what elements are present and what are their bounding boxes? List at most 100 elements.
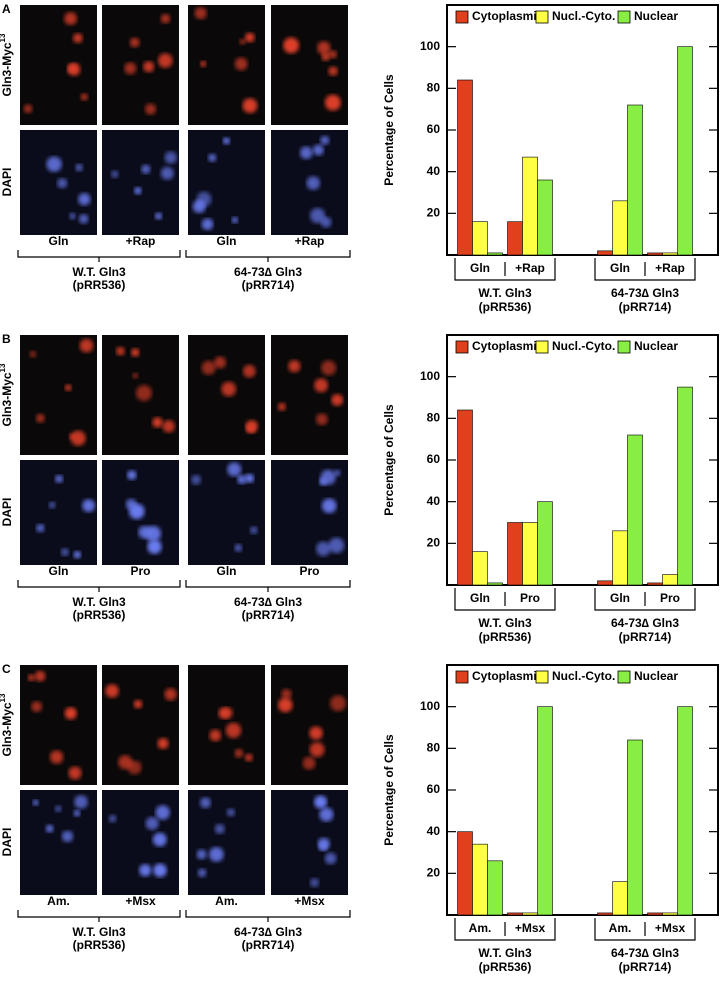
row-label: DAPI <box>0 168 14 197</box>
legend-swatch <box>617 340 631 354</box>
cell <box>244 753 253 762</box>
cell <box>64 384 72 392</box>
bar <box>612 200 628 256</box>
group-plasmid: (pRR714) <box>619 300 672 314</box>
group-plasmid: (pRR714) <box>619 630 672 644</box>
bar <box>647 912 663 916</box>
condition-label: +Rap <box>295 234 325 248</box>
bar <box>487 252 503 256</box>
cell <box>239 38 246 45</box>
bar <box>597 250 613 256</box>
bar <box>522 912 538 916</box>
group-label: W.T. Gln3 <box>72 265 126 279</box>
cell <box>80 93 88 101</box>
cell <box>278 697 293 713</box>
bracket <box>185 910 351 922</box>
condition-label: Pro <box>299 564 319 578</box>
bar <box>487 582 503 586</box>
cell <box>152 417 163 428</box>
x-tick-label: +Rap <box>655 261 685 275</box>
cell <box>132 372 139 379</box>
cell <box>153 863 167 878</box>
legend-label: Nucl.-Cyto. <box>552 9 615 23</box>
cell <box>105 684 119 698</box>
group-label: 64-73∆ Gln3 <box>234 595 302 609</box>
group-plasmid: (pRR714) <box>242 608 295 622</box>
cell <box>306 176 321 190</box>
bar <box>627 104 643 256</box>
cell <box>145 525 161 542</box>
cell <box>160 166 174 180</box>
cell <box>191 474 202 485</box>
cell <box>72 33 83 44</box>
bar <box>677 46 693 256</box>
cell <box>61 830 74 843</box>
cell <box>35 413 45 423</box>
cell <box>302 756 316 770</box>
cell <box>242 98 258 114</box>
bar <box>507 221 523 256</box>
legend-swatch <box>617 670 631 684</box>
cell <box>57 178 68 189</box>
cell <box>242 364 256 378</box>
cell <box>214 823 225 834</box>
y-tick-label: 80 <box>427 741 441 755</box>
y-tick-label: 60 <box>427 122 441 136</box>
cell <box>283 37 300 54</box>
cell <box>320 135 330 145</box>
condition-label: Gln <box>217 234 237 248</box>
cell <box>131 348 140 357</box>
cell <box>319 478 327 486</box>
condition-label: Gln <box>49 234 69 248</box>
y-tick-label: 20 <box>427 866 441 880</box>
bar <box>457 409 473 586</box>
legend-swatch <box>455 10 469 24</box>
bar <box>662 574 678 586</box>
group-label: 64-73∆ Gln3 <box>611 286 679 300</box>
cell <box>127 470 137 480</box>
cell <box>32 799 39 806</box>
legend-label: Nuclear <box>634 669 678 683</box>
legend-swatch <box>455 340 469 354</box>
cell <box>226 808 235 817</box>
cell <box>82 499 96 512</box>
legend-swatch <box>617 10 631 24</box>
legend-swatch <box>455 670 469 684</box>
cell <box>312 144 324 156</box>
micrograph <box>188 130 265 235</box>
x-tick-label: Pro <box>660 591 680 605</box>
legend-swatch <box>535 670 549 684</box>
legend-label: Nuclear <box>634 9 678 23</box>
row-label: Gln3-Myc13 <box>0 693 14 756</box>
cell <box>128 503 145 520</box>
bracket <box>454 918 556 941</box>
cell <box>324 852 337 865</box>
bar <box>647 252 663 256</box>
cell <box>69 212 76 220</box>
cell <box>164 688 177 701</box>
cell <box>135 385 152 401</box>
legend-label: Cytoplasmic <box>472 339 544 353</box>
bar <box>537 706 553 916</box>
micrograph <box>102 130 179 235</box>
y-axis-label: Percentage of Cells <box>382 74 396 186</box>
cell <box>46 156 62 172</box>
condition-label: Pro <box>130 564 150 578</box>
cell <box>64 707 77 720</box>
y-tick-label: 80 <box>427 81 441 95</box>
x-tick-label: Am. <box>609 921 632 935</box>
cell <box>73 550 82 559</box>
group-label: W.T. Gln3 <box>478 616 532 630</box>
row-label: Gln3-Myc13 <box>0 33 14 96</box>
cell <box>67 63 81 76</box>
cell <box>145 816 159 830</box>
group-plasmid: (pRR536) <box>479 300 532 314</box>
cell <box>249 526 258 535</box>
legend-label: Nucl.-Cyto. <box>552 669 615 683</box>
legend-label: Cytoplasmic <box>472 9 544 23</box>
cell <box>328 50 337 59</box>
group-plasmid: (pRR536) <box>479 630 532 644</box>
cell <box>214 356 227 369</box>
group-label: 64-73∆ Gln3 <box>611 946 679 960</box>
cell <box>78 193 91 206</box>
